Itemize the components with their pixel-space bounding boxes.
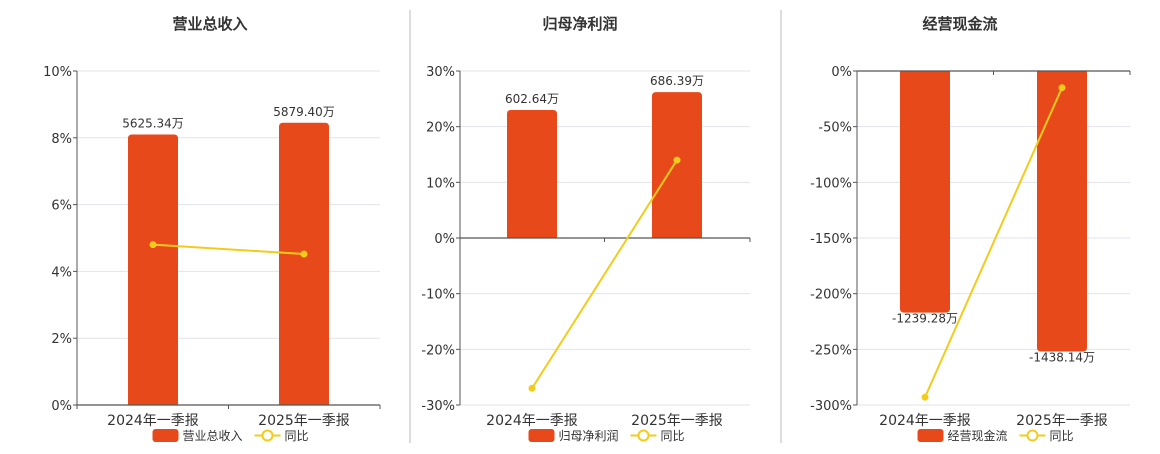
legend-bar-swatch bbox=[528, 429, 555, 442]
yoy-point bbox=[528, 384, 536, 392]
x-tick-label: 2025年一季报 bbox=[258, 413, 350, 429]
legend-bar-label: 经营现金流 bbox=[948, 428, 1008, 443]
bar bbox=[1037, 71, 1087, 352]
y-tick-label: 0% bbox=[51, 399, 72, 414]
legend-line-label: 同比 bbox=[661, 429, 685, 443]
bar-data-label: 602.64万 bbox=[505, 92, 559, 106]
yoy-line bbox=[152, 243, 305, 256]
y-tick-label: 0% bbox=[831, 65, 852, 80]
bar-data-label: 5879.40万 bbox=[273, 105, 335, 119]
legend-bar-swatch bbox=[917, 429, 944, 442]
y-tick-label: -30% bbox=[421, 399, 455, 414]
y-tick-label: -200% bbox=[810, 288, 852, 303]
y-tick-label: -20% bbox=[421, 343, 455, 358]
y-tick-label: 30% bbox=[426, 65, 455, 80]
yoy-point bbox=[300, 250, 308, 258]
x-tick-label: 2024年一季报 bbox=[879, 413, 971, 429]
legend-bar-label: 归母净利润 bbox=[559, 429, 619, 443]
bar bbox=[507, 109, 557, 238]
x-tick-label: 2025年一季报 bbox=[1016, 413, 1108, 429]
y-tick-label: -150% bbox=[810, 232, 852, 247]
legend-line-marker bbox=[637, 429, 650, 442]
chart-title: 经营现金流 bbox=[922, 15, 997, 33]
y-tick-label: -250% bbox=[810, 343, 852, 358]
yoy-point bbox=[921, 393, 929, 401]
y-tick-label: -100% bbox=[810, 176, 852, 191]
legend-line-marker bbox=[261, 429, 274, 442]
y-tick-label: -300% bbox=[810, 399, 852, 414]
bar bbox=[900, 71, 950, 313]
legend-line-marker bbox=[1026, 429, 1039, 442]
legend-line-label: 同比 bbox=[285, 429, 309, 443]
bar bbox=[652, 92, 702, 238]
bar-data-label: 686.39万 bbox=[650, 74, 704, 88]
yoy-line bbox=[924, 87, 1063, 398]
chart-title: 归母净利润 bbox=[542, 15, 617, 33]
legend-bar-label: 营业总收入 bbox=[183, 429, 243, 443]
bar-data-label: 5625.34万 bbox=[122, 116, 184, 130]
yoy-point bbox=[673, 156, 681, 164]
x-tick-label: 2024年一季报 bbox=[486, 413, 578, 429]
y-tick-label: -10% bbox=[421, 288, 455, 303]
bar bbox=[279, 122, 329, 406]
yoy-line bbox=[531, 159, 678, 389]
bar-data-label: -1239.28万 bbox=[892, 312, 958, 326]
y-tick-label: 10% bbox=[43, 65, 72, 80]
y-tick-label: 8% bbox=[51, 132, 72, 147]
y-tick-label: 4% bbox=[51, 265, 72, 280]
legend-line-label: 同比 bbox=[1050, 429, 1074, 443]
y-tick-label: 6% bbox=[51, 199, 72, 214]
yoy-point bbox=[149, 241, 157, 249]
y-tick-label: -50% bbox=[818, 121, 852, 136]
x-tick-label: 2024年一季报 bbox=[107, 413, 199, 429]
y-tick-label: 10% bbox=[426, 176, 455, 191]
chart-title: 营业总收入 bbox=[172, 15, 247, 33]
bar-data-label: -1438.14万 bbox=[1029, 351, 1095, 365]
y-tick-label: 20% bbox=[426, 121, 455, 136]
yoy-point bbox=[1058, 84, 1066, 92]
y-tick-label: 2% bbox=[51, 332, 72, 347]
bar bbox=[128, 134, 178, 405]
y-tick-label: 0% bbox=[434, 232, 455, 247]
legend-bar-swatch bbox=[152, 429, 179, 442]
x-tick-label: 2025年一季报 bbox=[631, 413, 723, 429]
